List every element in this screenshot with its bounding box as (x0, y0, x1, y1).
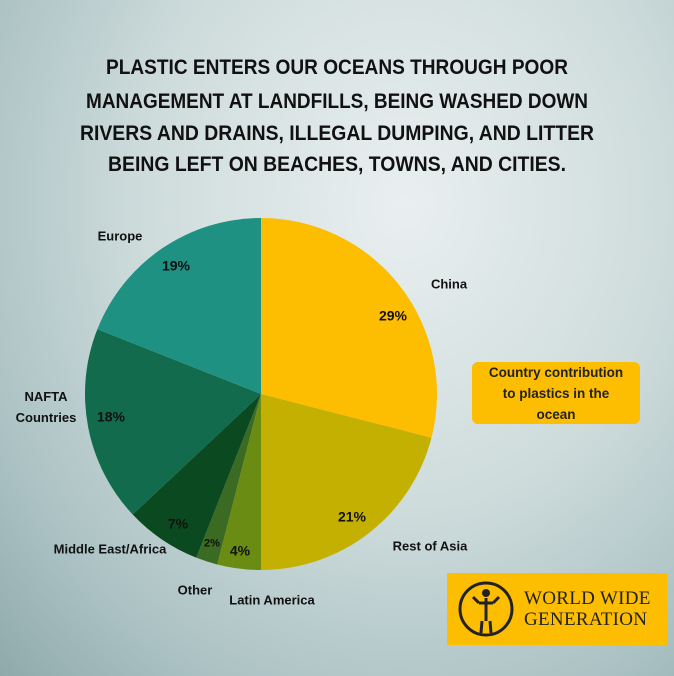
pie-slice (97, 218, 261, 394)
value-label: 7% (167, 515, 189, 532)
category-label: Latin America (229, 592, 315, 608)
category-label: Rest of Asia (392, 538, 468, 554)
logo-text: GENERATION (524, 609, 648, 630)
category-label: Middle East/Africa (53, 541, 167, 557)
value-label: 2% (204, 537, 220, 550)
value-label: 21% (337, 508, 367, 525)
chart-title: BEING LEFT ON BEACHES, TOWNS, AND CITIES… (108, 153, 566, 176)
pie-slice (132, 394, 261, 558)
category-label: China (430, 276, 468, 292)
pie-slice (85, 329, 261, 515)
logo: WORLD WIDE GENERATION (447, 573, 667, 645)
pie-slice (217, 394, 261, 570)
pie-slice (261, 394, 432, 570)
value-label: 19% (161, 257, 191, 274)
annotation: Country contribution to plastics in the … (472, 362, 640, 424)
category-label: Other (177, 582, 213, 598)
logo-text: WORLD WIDE (524, 588, 651, 609)
logo-icon (458, 581, 514, 637)
pie-slice (261, 218, 438, 438)
category-label: NAFTA Countries (15, 389, 77, 425)
value-label: 29% (378, 307, 408, 324)
chart-title: MANAGEMENT AT LANDFILLS, BEING WASHED DO… (86, 90, 588, 113)
category-label: Europe (97, 228, 143, 244)
chart-title: RIVERS AND DRAINS, ILLEGAL DUMPING, AND … (80, 122, 594, 145)
value-label: 4% (229, 542, 251, 559)
value-label: 18% (96, 408, 126, 425)
pie-slice (196, 394, 261, 565)
chart-title: PLASTIC ENTERS OUR OCEANS THROUGH POOR (106, 56, 568, 79)
